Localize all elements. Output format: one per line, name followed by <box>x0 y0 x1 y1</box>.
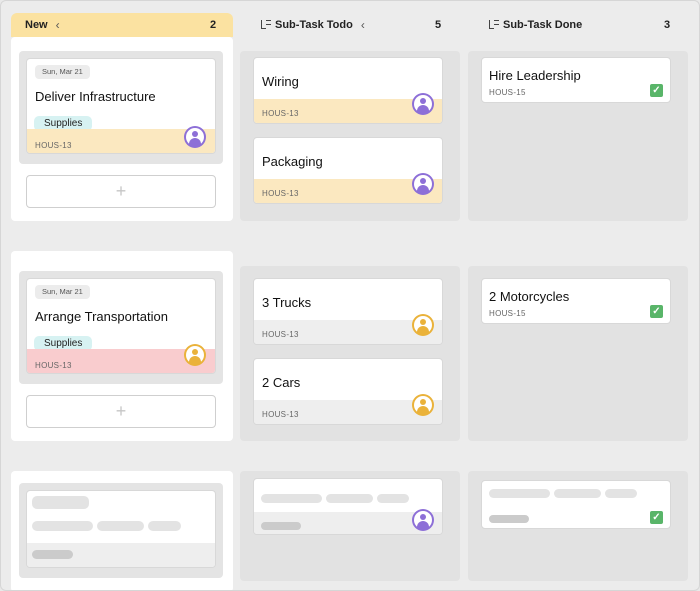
skeleton-card <box>253 478 443 535</box>
column-count-new: 2 <box>210 19 217 31</box>
skeleton-line <box>97 521 144 531</box>
chevron-left-icon[interactable]: ‹ <box>360 18 365 32</box>
subtask-card[interactable]: Hire Leadership HOUS-15 ✓ <box>481 57 671 103</box>
card-id: HOUS-13 <box>35 141 72 150</box>
subtask-card[interactable]: 2 Cars HOUS-13 <box>253 358 443 425</box>
add-subtask-button[interactable]: + <box>26 175 216 208</box>
avatar-icon[interactable] <box>412 93 434 115</box>
chevron-left-icon[interactable]: ‹ <box>55 18 60 32</box>
avatar-icon <box>412 509 434 531</box>
column-title-todo: Sub-Task Todo <box>275 19 353 31</box>
card-id: HOUS-13 <box>262 109 299 118</box>
skeleton-line <box>32 550 73 559</box>
skeleton-line <box>261 522 301 530</box>
column-header-done[interactable]: Sub-Task Done <box>489 13 582 37</box>
card-title: 2 Cars <box>262 375 301 390</box>
card-title: Deliver Infrastructure <box>35 89 156 104</box>
skeleton-line <box>32 521 93 531</box>
column-header-todo[interactable]: Sub-Task Todo ‹ <box>261 13 365 37</box>
card-id: HOUS-13 <box>35 361 72 370</box>
skeleton-line <box>489 515 529 523</box>
card-id: HOUS-15 <box>489 309 526 318</box>
check-icon: ✓ <box>650 511 663 524</box>
subtask-card[interactable]: 2 Motorcycles HOUS-15 ✓ <box>481 278 671 324</box>
subtask-card[interactable]: Wiring HOUS-13 <box>253 57 443 124</box>
check-icon[interactable]: ✓ <box>650 84 663 97</box>
card-title: Hire Leadership <box>489 68 581 83</box>
skeleton-card: ✓ <box>481 480 671 529</box>
column-header-new[interactable] <box>11 13 233 37</box>
card-footer <box>254 512 442 534</box>
skeleton-line <box>605 489 637 498</box>
subtask-card[interactable]: 3 Trucks HOUS-13 <box>253 278 443 345</box>
avatar-icon[interactable] <box>184 344 206 366</box>
card-id: HOUS-15 <box>489 88 526 97</box>
column-header-new-label: New ‹ <box>25 13 60 37</box>
card-footer <box>254 179 442 203</box>
tag-badge[interactable]: Supplies <box>34 336 93 351</box>
card-footer <box>254 400 442 424</box>
column-title-done: Sub-Task Done <box>503 19 583 31</box>
avatar-icon[interactable] <box>412 394 434 416</box>
plus-icon: + <box>115 401 127 421</box>
card-title: 2 Motorcycles <box>489 289 570 304</box>
add-subtask-button[interactable]: + <box>26 395 216 428</box>
skeleton-card <box>26 490 216 568</box>
card-id: HOUS-13 <box>262 189 299 198</box>
column-title-new: New <box>25 19 48 31</box>
parent-card[interactable]: Sun, Mar 21 Arrange Transportation Suppl… <box>26 278 216 374</box>
parent-card[interactable]: Sun, Mar 21 Deliver Infrastructure Suppl… <box>26 58 216 154</box>
date-badge: Sun, Mar 21 <box>35 285 90 299</box>
column-count-done: 3 <box>664 19 671 31</box>
skeleton-line <box>326 494 373 503</box>
subtask-icon <box>489 20 499 30</box>
column-count-todo: 5 <box>435 19 442 31</box>
card-title: Packaging <box>262 154 323 169</box>
card-footer <box>27 129 215 153</box>
tag-badge[interactable]: Supplies <box>34 116 93 131</box>
avatar-icon[interactable] <box>412 173 434 195</box>
skeleton-line <box>32 496 89 509</box>
card-footer <box>27 349 215 373</box>
subtask-icon <box>261 20 271 30</box>
plus-icon: + <box>115 181 127 201</box>
avatar-icon[interactable] <box>412 314 434 336</box>
card-footer <box>254 320 442 344</box>
skeleton-line <box>489 489 550 498</box>
avatar-icon[interactable] <box>184 126 206 148</box>
skeleton-line <box>377 494 409 503</box>
card-title: Wiring <box>262 74 299 89</box>
card-title: Arrange Transportation <box>35 309 168 324</box>
card-footer <box>254 99 442 123</box>
skeleton-line <box>554 489 601 498</box>
skeleton-line <box>261 494 322 503</box>
subtask-card[interactable]: Packaging HOUS-13 <box>253 137 443 204</box>
check-icon[interactable]: ✓ <box>650 305 663 318</box>
card-title: 3 Trucks <box>262 295 312 310</box>
skeleton-line <box>148 521 181 531</box>
card-id: HOUS-13 <box>262 410 299 419</box>
card-id: HOUS-13 <box>262 330 299 339</box>
date-badge: Sun, Mar 21 <box>35 65 90 79</box>
